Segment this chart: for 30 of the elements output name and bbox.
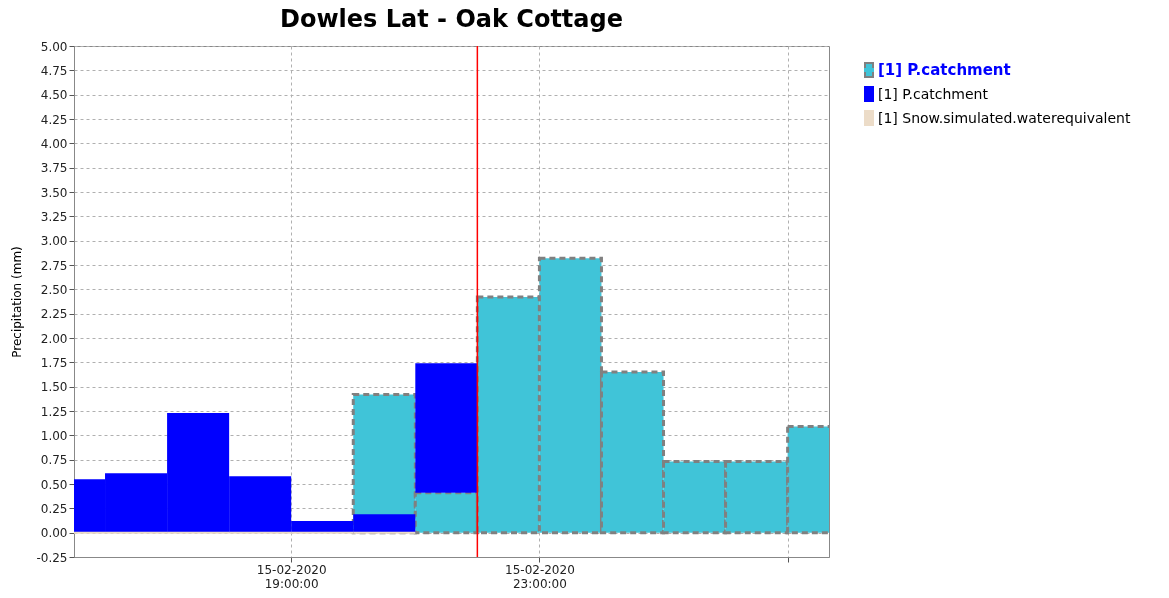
y-tick-label: 4.50 [40, 88, 68, 103]
x-tick-label: 15-02-2020 19:00:00 [256, 562, 327, 591]
legend-label: [1] Snow.simulated.waterequivalent [878, 110, 1131, 126]
y-axis-title: Precipitation (mm) [10, 246, 25, 358]
y-tick-label: 2.25 [40, 307, 68, 322]
y-tick-label: 5.00 [40, 39, 68, 54]
y-tick-label: 2.00 [40, 331, 68, 346]
y-tick-label: -0.25 [36, 550, 68, 565]
y-tick-label: 4.00 [40, 136, 68, 151]
bar [415, 363, 478, 493]
y-tick-label: 3.25 [40, 209, 68, 224]
y-tick-label: 2.50 [40, 282, 68, 297]
y-tick-label: 3.00 [40, 234, 68, 249]
y-tick-label: 0.50 [40, 477, 68, 492]
y-tick-label: 1.00 [40, 428, 68, 443]
y-tick-label: 3.75 [40, 161, 68, 176]
y-tick-label: 1.25 [40, 404, 68, 419]
legend-label: [1] P.catchment [878, 61, 1011, 79]
y-tick-label: 1.75 [40, 355, 68, 370]
x-tick-label: 15-02-2020 23:00:00 [505, 562, 575, 591]
y-tick-label: 4.75 [40, 63, 68, 78]
chart-title: Dowles Lat - Oak Cottage [280, 5, 623, 33]
y-tick-label: 0.25 [40, 501, 68, 516]
y-tick-label: 4.25 [40, 112, 68, 127]
legend-label: [1] P.catchment [878, 86, 988, 102]
y-tick-label: 2.75 [40, 258, 68, 273]
y-tick-label: 1.50 [40, 380, 68, 395]
y-tick-label: 0.00 [40, 526, 68, 541]
y-tick-label: 3.50 [40, 185, 68, 200]
y-tick-label: 0.75 [40, 453, 68, 468]
